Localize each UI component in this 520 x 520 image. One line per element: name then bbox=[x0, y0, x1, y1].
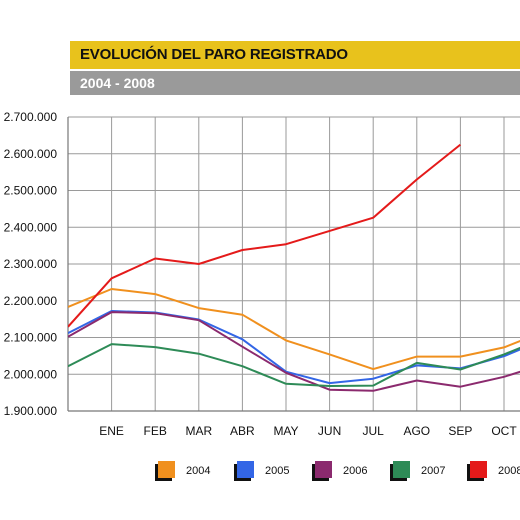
y-tick-label: 2.000.000 bbox=[4, 367, 58, 381]
legend-label-2005: 2005 bbox=[265, 465, 289, 477]
y-axis-labels: 1.900.000 2.000.000 2.100.000 2.200.000 2.30… bbox=[4, 110, 58, 418]
legend-label-2006: 2006 bbox=[343, 465, 367, 477]
x-tick-label: OCT bbox=[491, 424, 517, 438]
legend-swatch-2006 bbox=[315, 461, 332, 478]
legend-label-2008: 2008 bbox=[498, 465, 520, 477]
legend-swatch-2008 bbox=[470, 461, 487, 478]
y-tick-label: 2.300.000 bbox=[4, 257, 58, 271]
chart-subtitle: 2004 - 2008 bbox=[80, 75, 155, 91]
x-tick-label: MAY bbox=[273, 424, 298, 438]
y-tick-label: 2.100.000 bbox=[4, 331, 58, 345]
y-tick-label: 2.400.000 bbox=[4, 220, 58, 234]
legend-swatch-2007 bbox=[393, 461, 410, 478]
legend-swatch-2005 bbox=[237, 461, 254, 478]
chart-title-bar: EVOLUCIÓN DEL PARO REGISTRADO bbox=[70, 41, 520, 69]
series-line-2004 bbox=[68, 288, 520, 371]
x-tick-label: ENE bbox=[99, 424, 124, 438]
series-line-2005 bbox=[68, 310, 520, 385]
chart-subtitle-bar: 2004 - 2008 bbox=[70, 71, 520, 95]
x-tick-label: FEB bbox=[144, 424, 167, 438]
y-tick-label: 1.900.000 bbox=[4, 404, 58, 418]
x-tick-label: JUL bbox=[363, 424, 385, 438]
x-tick-label: SEP bbox=[448, 424, 472, 438]
y-tick-label: 2.700.000 bbox=[4, 110, 58, 124]
series-line-2006 bbox=[68, 311, 520, 392]
series-line-2007 bbox=[68, 343, 520, 387]
legend-label-2007: 2007 bbox=[421, 465, 445, 477]
y-tick-label: 2.600.000 bbox=[4, 147, 58, 161]
x-tick-label: MAR bbox=[185, 424, 212, 438]
chart-legend: 2004 2005 2006 2007 2008 bbox=[155, 461, 520, 481]
y-tick-label: 2.500.000 bbox=[4, 184, 58, 198]
legend-swatch-2004 bbox=[158, 461, 175, 478]
x-tick-label: AGO bbox=[403, 424, 430, 438]
x-axis-labels: ENE FEB MAR ABR MAY JUN JUL AGO SEP OCT bbox=[99, 424, 517, 438]
legend-label-2004: 2004 bbox=[186, 465, 210, 477]
x-tick-label: ABR bbox=[230, 424, 255, 438]
chart-lines bbox=[68, 143, 520, 392]
series-line-2008 bbox=[68, 143, 462, 328]
x-tick-label: JUN bbox=[318, 424, 341, 438]
y-tick-label: 2.200.000 bbox=[4, 294, 58, 308]
chart-title: EVOLUCIÓN DEL PARO REGISTRADO bbox=[80, 46, 348, 63]
